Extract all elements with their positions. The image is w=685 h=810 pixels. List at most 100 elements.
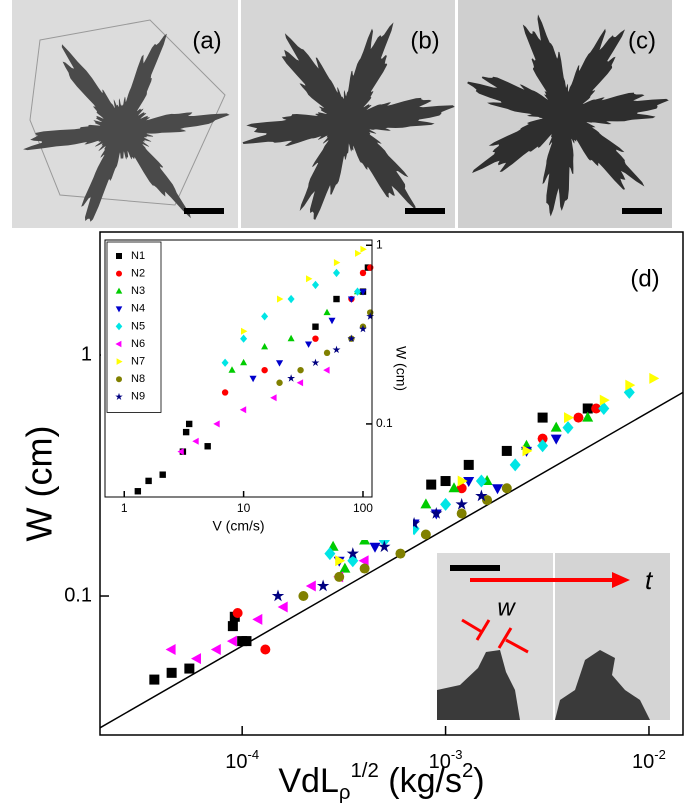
marker (241, 636, 252, 647)
marker (276, 379, 283, 386)
marker (287, 294, 295, 304)
legend-label: N7 (131, 356, 145, 368)
width-label: w (497, 594, 516, 621)
panel-label: (b) (410, 27, 439, 54)
marker (378, 540, 391, 553)
x-axis-label: VdLρ1/2 (kg/s2) (278, 760, 484, 804)
marker (334, 571, 345, 582)
marker (296, 379, 304, 387)
marker (287, 374, 296, 382)
marker (271, 589, 285, 602)
marker (252, 613, 263, 625)
marker (305, 341, 313, 348)
legend-label: N5 (131, 320, 145, 332)
marker (312, 323, 319, 330)
marker (221, 389, 229, 396)
legend-marker (116, 270, 122, 277)
x-tick-label: 10-4 (225, 747, 259, 773)
marker (177, 448, 184, 456)
marker (312, 335, 319, 342)
label-part: ρ (339, 782, 351, 804)
marker (335, 555, 346, 567)
scale-bar (622, 208, 662, 214)
label-part: (kg/s (379, 762, 462, 800)
y-tick-label: 0.1 (64, 584, 92, 606)
marker (359, 289, 367, 296)
marker (324, 547, 336, 561)
marker (501, 483, 512, 494)
panel-label: (d) (630, 265, 659, 292)
marker (241, 327, 248, 335)
marker (448, 482, 460, 493)
arrow-head (612, 572, 630, 588)
marker (591, 403, 602, 414)
marker (550, 421, 562, 432)
marker (192, 437, 199, 445)
marker (475, 489, 488, 502)
marker (359, 563, 370, 574)
width-mark (475, 619, 491, 641)
panel-label: (c) (628, 27, 656, 54)
label-part: 1/2 (350, 760, 378, 782)
marker (395, 548, 406, 559)
legend-label: N2 (131, 268, 145, 280)
marker (482, 495, 493, 506)
scale-bar (450, 565, 500, 571)
y-axis-label: W (cm) (393, 346, 409, 391)
marker (165, 644, 176, 655)
x-tick-label: 1 (121, 501, 128, 515)
marker (134, 488, 142, 495)
width-pointer (505, 638, 529, 654)
label-part: ) (473, 762, 484, 800)
marker (323, 308, 331, 316)
marker (332, 345, 341, 354)
legend-marker (115, 322, 123, 331)
scale-bar (184, 208, 224, 214)
marker (509, 458, 521, 472)
x-tick-label: 10 (237, 501, 251, 515)
marker (347, 554, 359, 568)
marker (232, 608, 243, 619)
marker (261, 343, 269, 350)
legend-label: N3 (131, 285, 145, 297)
x-axis-label: V (cm/s) (212, 518, 264, 534)
marker (333, 268, 340, 278)
scale-bar (405, 208, 445, 214)
marker (298, 591, 309, 602)
marker (260, 644, 271, 655)
marker (492, 484, 503, 495)
marker (312, 280, 319, 290)
marker (159, 471, 166, 478)
marker (316, 579, 330, 592)
marker (226, 635, 237, 647)
marker (358, 555, 369, 567)
marker (297, 366, 304, 374)
marker (249, 375, 257, 383)
fit-line (99, 391, 684, 729)
marker (221, 358, 229, 367)
marker (537, 439, 549, 453)
legend-marker (116, 376, 122, 383)
marker (261, 312, 269, 321)
marker (346, 547, 359, 559)
marker (145, 477, 152, 485)
legend-label: N9 (131, 391, 145, 403)
marker (564, 412, 574, 424)
marker (354, 287, 361, 296)
marker (440, 476, 451, 487)
marker (240, 358, 248, 366)
marker (277, 601, 288, 613)
legend-label: N8 (131, 373, 145, 385)
label-part: VdL (278, 762, 339, 800)
marker (522, 445, 533, 457)
plot-frame (99, 231, 684, 736)
marker (166, 667, 177, 678)
legend-marker (116, 253, 122, 259)
marker (355, 249, 362, 257)
marker (573, 412, 584, 423)
marker (440, 497, 452, 511)
y-tick-label: 1 (376, 237, 383, 251)
legend-marker (115, 340, 122, 348)
marker (333, 295, 340, 303)
